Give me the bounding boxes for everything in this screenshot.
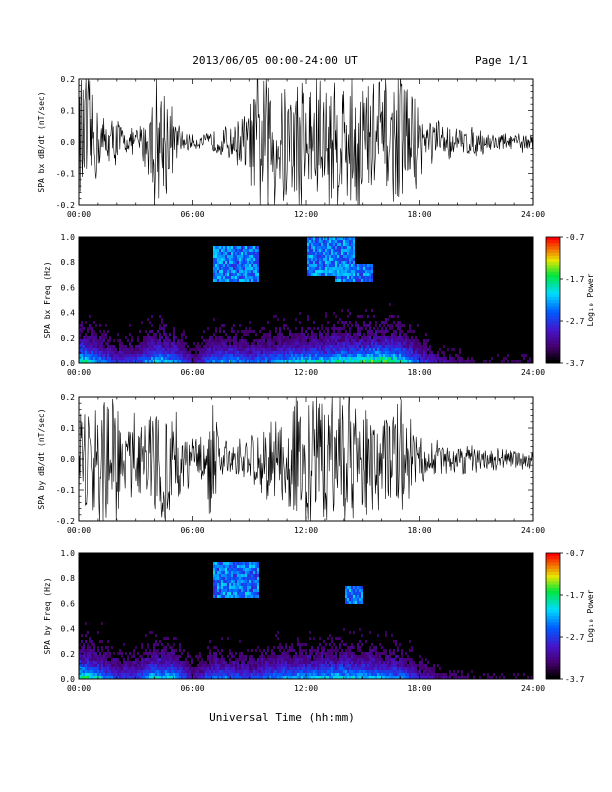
y-tick-label: 0.8 — [61, 574, 76, 583]
y-tick-label: 1.0 — [61, 233, 76, 242]
x-tick-label: 24:00 — [521, 526, 545, 535]
y-tick-label: 0.8 — [61, 258, 76, 267]
colorbar-tick-label: -3.7 — [565, 359, 584, 368]
x-tick-label: 06:00 — [180, 368, 204, 377]
colorbar-tick-label: -3.7 — [565, 675, 584, 684]
y-tick-label: 0.1 — [61, 424, 76, 433]
y-axis-label: SPA bx Freq (Hz) — [43, 261, 52, 338]
panel-1: 00:00 06:00 12:00 18:00 24:00 -0.2 -0.1 0.0 0.1 0… — [37, 75, 545, 219]
series-trace — [78, 78, 533, 206]
x-tick-label: 18:00 — [407, 684, 431, 693]
x-tick-label: 00:00 — [67, 526, 91, 535]
x-tick-label: 12:00 — [294, 210, 318, 219]
series-trace — [78, 396, 533, 522]
y-axis-label: SPA bx dB/dt (nT/sec) — [37, 91, 46, 192]
y-axis-label: SPA by Freq (Hz) — [43, 577, 52, 654]
colorbar-tick-label: -0.7 — [565, 549, 584, 558]
panel-3: 00:00 06:00 12:00 18:00 24:00 -0.2 -0.1 0.0 0.1 0… — [37, 393, 545, 535]
y-tick-label: -0.2 — [56, 201, 75, 210]
spectrogram — [79, 237, 533, 363]
y-tick-label: 0.6 — [61, 599, 76, 608]
colorbar-tick-label: -2.7 — [565, 317, 584, 326]
header-title: 2013/06/05 00:00-24:00 UT — [192, 54, 358, 67]
x-tick-label: 18:00 — [407, 526, 431, 535]
y-tick-label: 0.2 — [61, 334, 76, 343]
y-tick-label: 0.0 — [61, 138, 76, 147]
y-tick-label: 1.0 — [61, 549, 76, 558]
x-axis-title: Universal Time (hh:mm) — [209, 711, 355, 724]
y-tick-label: -0.2 — [56, 517, 75, 526]
panel-2: -0.7 -1.7 -2.7 -3.7 Log₁₀ Power 00:00 06:00 12:… — [43, 233, 595, 377]
x-tick-label: 18:00 — [407, 210, 431, 219]
y-tick-label: 0.1 — [61, 107, 76, 116]
colorbar-tick-label: -1.7 — [565, 275, 584, 284]
x-tick-label: 12:00 — [294, 368, 318, 377]
y-tick-label: 0.0 — [61, 455, 76, 464]
y-tick-label: -0.1 — [56, 486, 75, 495]
y-tick-label: 0.2 — [61, 393, 76, 402]
x-tick-label: 12:00 — [294, 684, 318, 693]
colorbar: -0.7 -1.7 -2.7 -3.7 Log₁₀ Power — [545, 233, 595, 368]
x-tick-label: 06:00 — [180, 526, 204, 535]
x-tick-label: 00:00 — [67, 368, 91, 377]
panel-4: -0.7 -1.7 -2.7 -3.7 Log₁₀ Power 00:00 06:00 12:… — [43, 549, 595, 693]
x-tick-label: 00:00 — [67, 210, 91, 219]
colorbar-tick-label: -0.7 — [565, 233, 584, 242]
colorbar-tick-label: -1.7 — [565, 591, 584, 600]
x-tick-label: 12:00 — [294, 526, 318, 535]
x-tick-label: 24:00 — [521, 210, 545, 219]
x-tick-label: 24:00 — [521, 684, 545, 693]
y-tick-label: 0.6 — [61, 283, 76, 292]
y-tick-label: 0.0 — [61, 675, 76, 684]
spectrogram — [79, 553, 533, 679]
colorbar: -0.7 -1.7 -2.7 -3.7 Log₁₀ Power — [545, 549, 595, 684]
y-tick-label: 0.0 — [61, 359, 76, 368]
x-tick-label: 06:00 — [180, 210, 204, 219]
x-tick-label: 24:00 — [521, 368, 545, 377]
header-page-number: Page 1/1 — [475, 54, 528, 67]
colorbar-label: Log₁₀ Power — [586, 589, 595, 642]
y-tick-label: -0.1 — [56, 170, 75, 179]
colorbar-tick-label: -2.7 — [565, 633, 584, 642]
x-tick-label: 06:00 — [180, 684, 204, 693]
y-tick-label: 0.4 — [61, 309, 76, 318]
y-axis-label: SPA by dB/dt (nT/sec) — [37, 408, 46, 509]
y-tick-label: 0.2 — [61, 75, 76, 84]
x-tick-label: 18:00 — [407, 368, 431, 377]
panels: 00:00 06:00 12:00 18:00 24:00 -0.2 -0.1 0.0 0.1 0… — [37, 75, 595, 693]
y-tick-label: 0.2 — [61, 650, 76, 659]
colorbar-label: Log₁₀ Power — [586, 273, 595, 326]
x-tick-label: 00:00 — [67, 684, 91, 693]
y-tick-label: 0.4 — [61, 625, 76, 634]
